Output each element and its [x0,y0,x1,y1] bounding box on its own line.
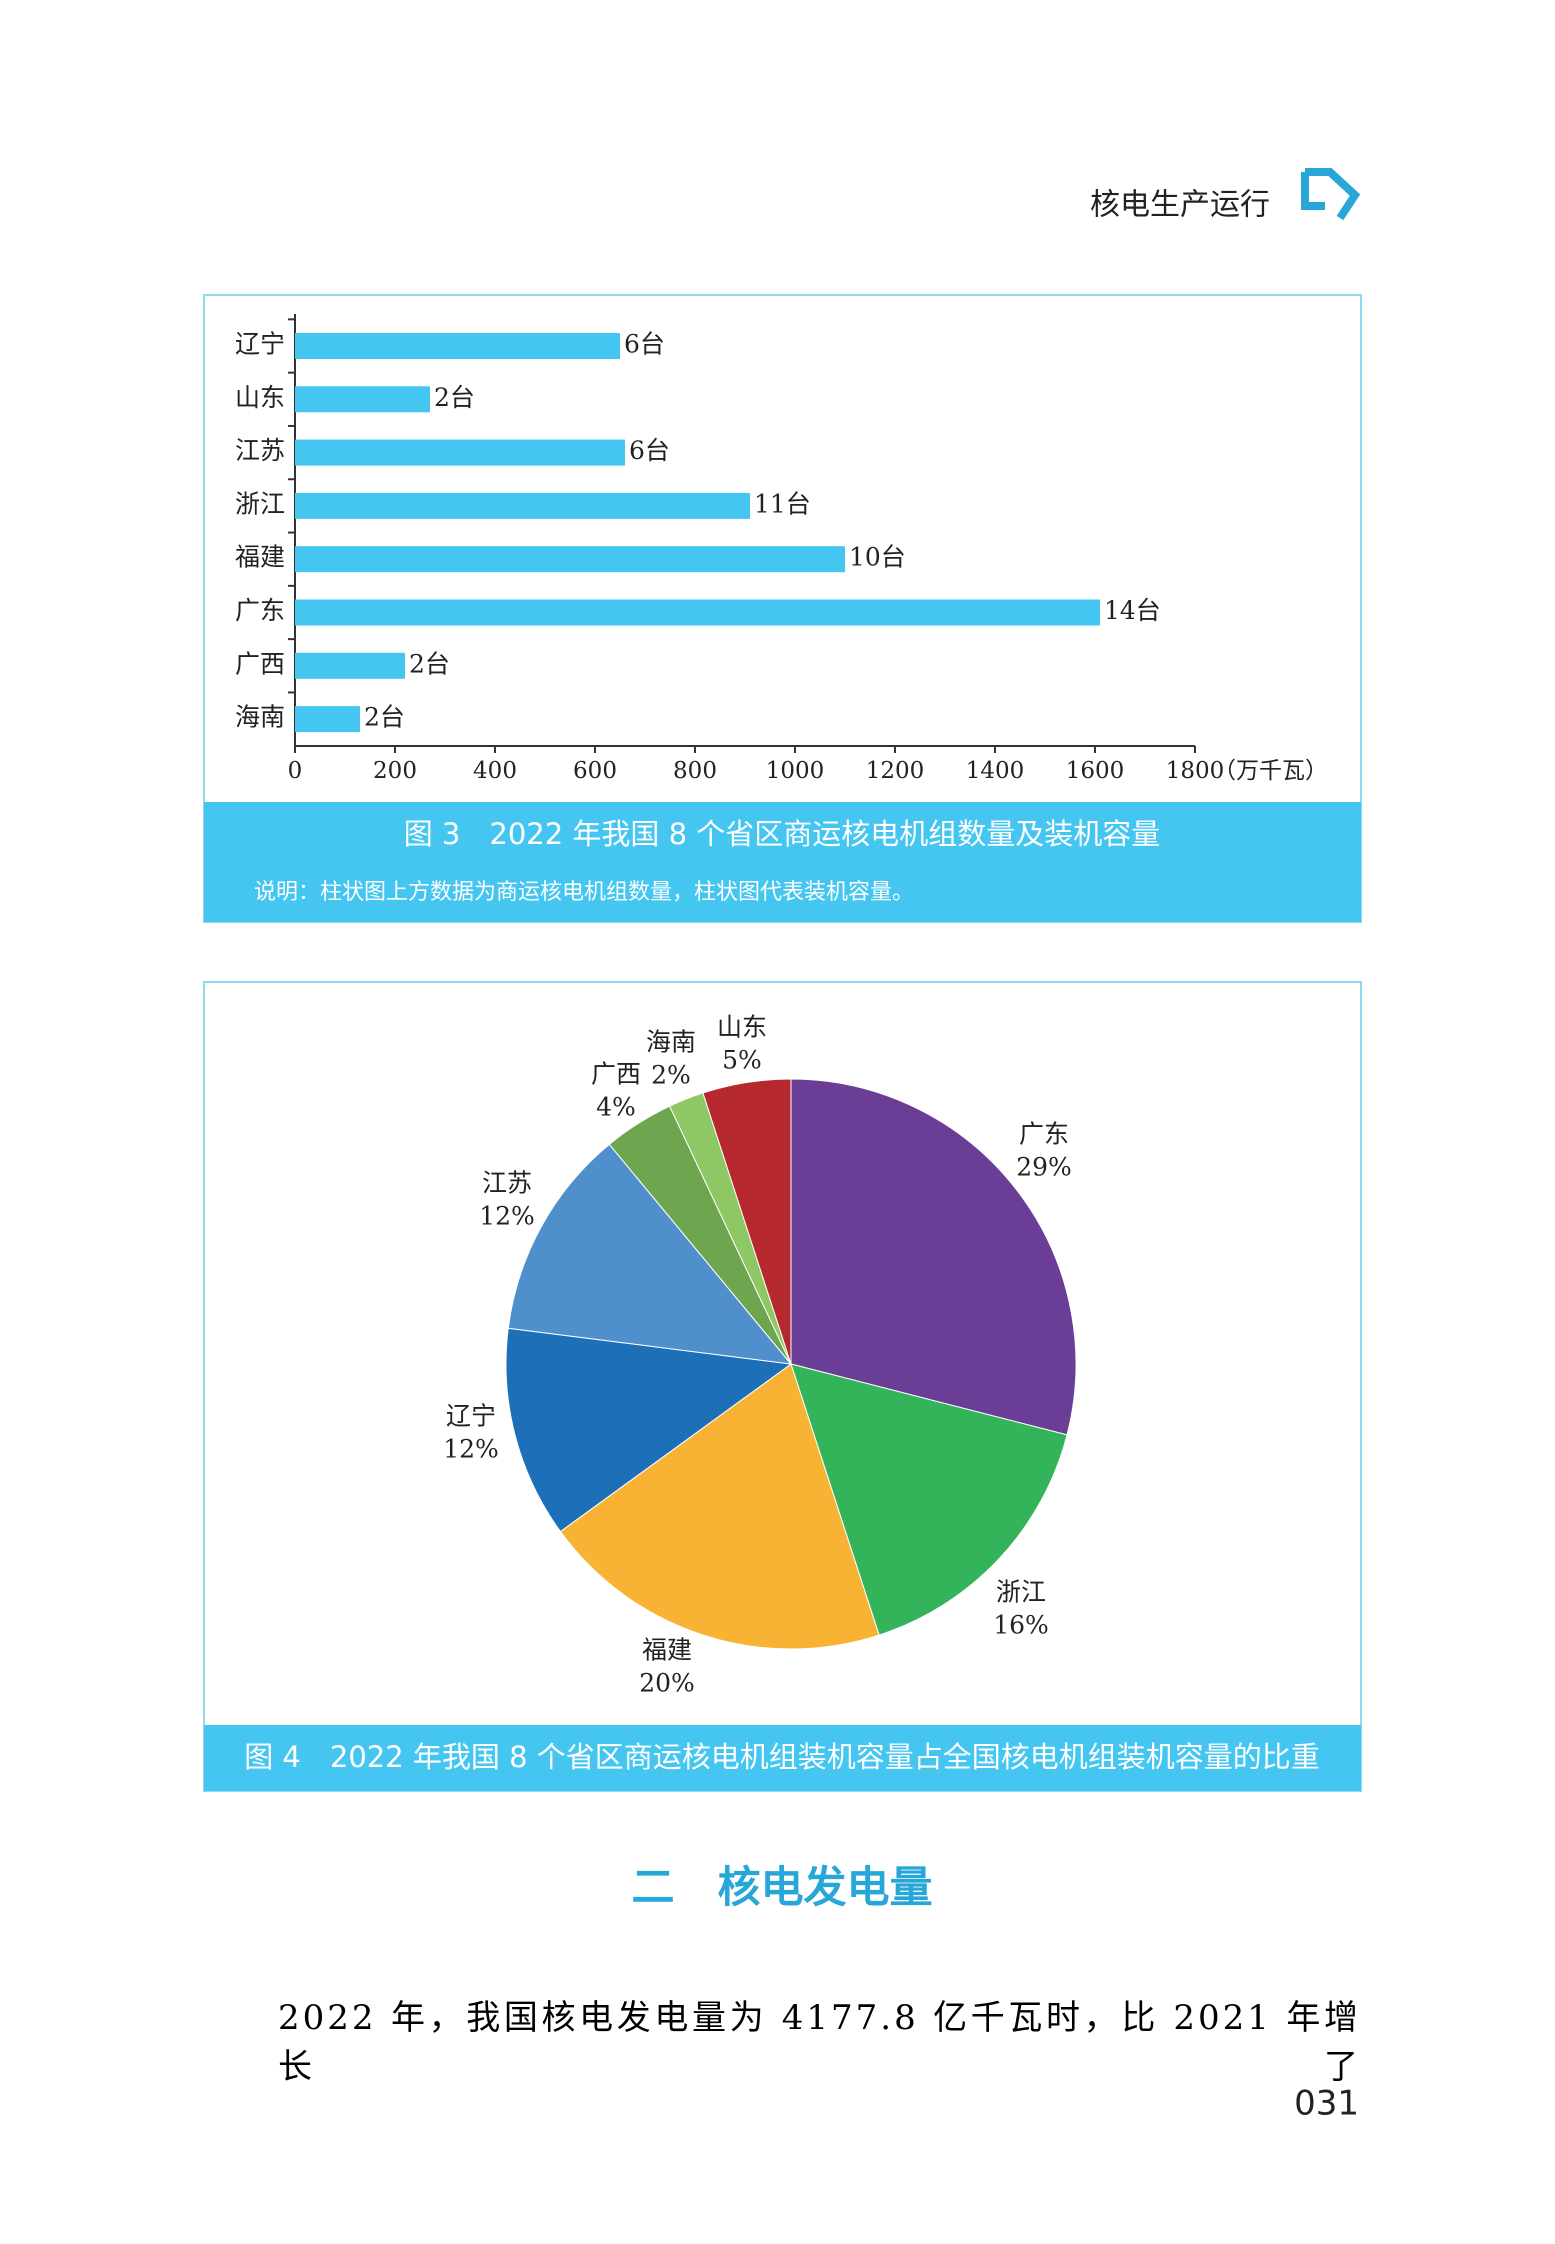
slice-value-label: 16% [993,1611,1049,1640]
header-title: 核电生产运行 [1090,188,1270,223]
bar [295,386,430,413]
bar [295,439,625,466]
y-tick-label: 浙江 [235,489,285,518]
slice-value-label: 2% [651,1061,691,1090]
bar [295,706,360,733]
slice-label: 福建 [642,1636,692,1665]
pie-slice [559,1363,880,1650]
y-tick-label: 广西 [235,649,285,678]
x-tick-label: 1200 [866,758,925,784]
caption-title: 图 3 2022 年我国 8 个省区商运核电机组数量及装机容量 [404,817,1161,851]
pie-slice [505,1327,793,1533]
x-tick-label: 1000 [766,758,825,784]
slice-label: 辽宁 [446,1402,496,1431]
x-tick-label: 1400 [966,758,1025,784]
slice-label: 山东 [717,1013,767,1042]
page-number: 031 [1294,2084,1359,2124]
pie-slice [702,1078,792,1365]
x-axis-label: （万千瓦） [1213,758,1328,784]
bar-label: 2台 [409,649,450,678]
slice-value-label: 4% [596,1093,636,1122]
y-tick-label: 辽宁 [235,330,285,359]
slice-label: 浙江 [996,1578,1046,1607]
y-tick-label: 江苏 [235,436,285,465]
slice-label: 江苏 [482,1169,532,1198]
bar-label: 10台 [849,543,906,572]
caption-band [204,1725,1361,1791]
bar-label: 6台 [629,436,670,465]
caption-note: 说明：柱状图上方数据为商运核电机组数量，柱状图代表装机容量。 [254,880,914,905]
bar [295,492,750,519]
x-tick-label: 400 [473,758,517,784]
slice-value-label: 5% [722,1046,762,1075]
y-tick-label: 福建 [235,543,285,572]
bar-label: 2台 [434,383,475,412]
slice-label: 海南 [646,1028,696,1057]
slice-value-label: 12% [479,1202,535,1231]
x-tick-label: 200 [373,758,417,784]
slice-label: 广西 [591,1060,641,1089]
x-tick-label: 800 [673,758,717,784]
y-tick-label: 海南 [235,703,285,732]
x-tick-label: 1600 [1066,758,1125,784]
y-tick-label: 广东 [235,596,285,625]
bar [295,599,1100,626]
section-title: 二 核电发电量 [632,1863,933,1913]
bar-label: 14台 [1104,596,1161,625]
header-icon [1301,168,1361,221]
slice-value-label: 12% [443,1435,499,1464]
slice-label: 广东 [1019,1120,1069,1149]
pie-slice [790,1078,1077,1436]
bar-label: 6台 [624,330,665,359]
pie-slice [507,1143,793,1365]
slice-value-label: 20% [639,1669,695,1698]
bar-label: 2台 [364,703,405,732]
bar-label: 11台 [754,489,811,518]
bar [295,333,620,359]
caption-band [204,802,1361,922]
x-tick-label: 0 [288,758,303,784]
x-tick-label: 600 [573,758,617,784]
y-tick-label: 山东 [235,383,285,412]
bar [295,546,845,573]
bar [295,652,405,679]
body-text: 2022 年，我国核电发电量为 4177.8 亿千瓦时，比 2021 年增长了 [278,1998,1361,2087]
pie-slice [790,1363,1068,1636]
x-tick-label: 1800 [1166,758,1225,784]
caption-title: 图 4 2022 年我国 8 个省区商运核电机组装机容量占全国核电机组装机容量的… [244,1740,1320,1774]
slice-value-label: 29% [1016,1153,1072,1182]
